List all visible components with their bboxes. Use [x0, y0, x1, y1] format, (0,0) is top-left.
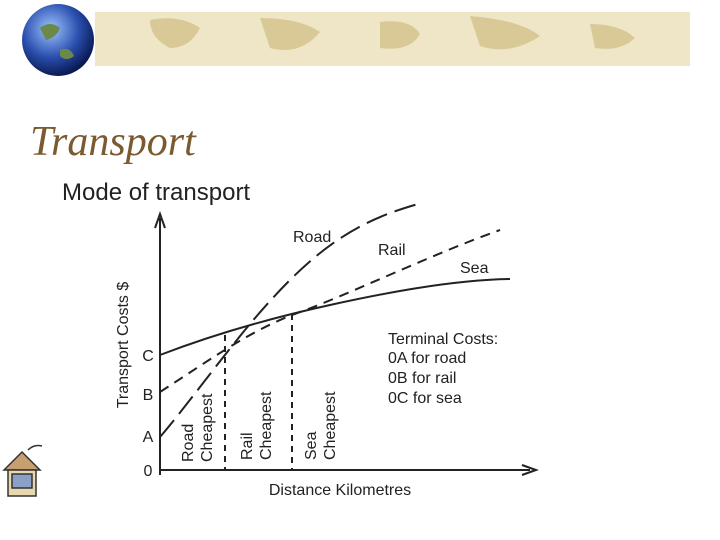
globe: [22, 4, 94, 76]
x-axis-label: Distance Kilometres: [269, 482, 411, 499]
globe-land: [40, 24, 74, 59]
y-axis-label: Transport Costs $: [115, 282, 132, 409]
banner-map: [150, 16, 635, 50]
curve-label: Sea: [460, 260, 489, 277]
zone-label: Rail: [239, 432, 256, 460]
intercept-label: C: [142, 348, 154, 365]
zone-label: Cheapest: [258, 391, 275, 460]
origin-label: 0: [144, 463, 153, 480]
zone-label: Sea: [303, 431, 320, 460]
rail-curve: [159, 229, 501, 393]
intercept-label: A: [143, 429, 154, 446]
terminal-costs: 0A for road: [388, 350, 466, 367]
zone-label: Cheapest: [322, 391, 339, 460]
terminal-costs: Terminal Costs:: [388, 331, 498, 348]
zone-label: Road: [180, 424, 197, 462]
terminal-costs: 0B for rail: [388, 370, 456, 387]
title: Transport: [30, 119, 197, 165]
sea-curve: [159, 278, 511, 356]
axes: [154, 211, 539, 476]
terminal-costs: 0C for sea: [388, 390, 462, 407]
road-curve: [159, 203, 419, 438]
curve-label: Road: [293, 229, 331, 246]
house-icon: [2, 444, 43, 497]
zone-label: Cheapest: [199, 393, 216, 462]
curve-label: Rail: [378, 242, 406, 259]
subtitle: Mode of transport: [62, 179, 250, 206]
intercept-label: B: [143, 387, 154, 404]
